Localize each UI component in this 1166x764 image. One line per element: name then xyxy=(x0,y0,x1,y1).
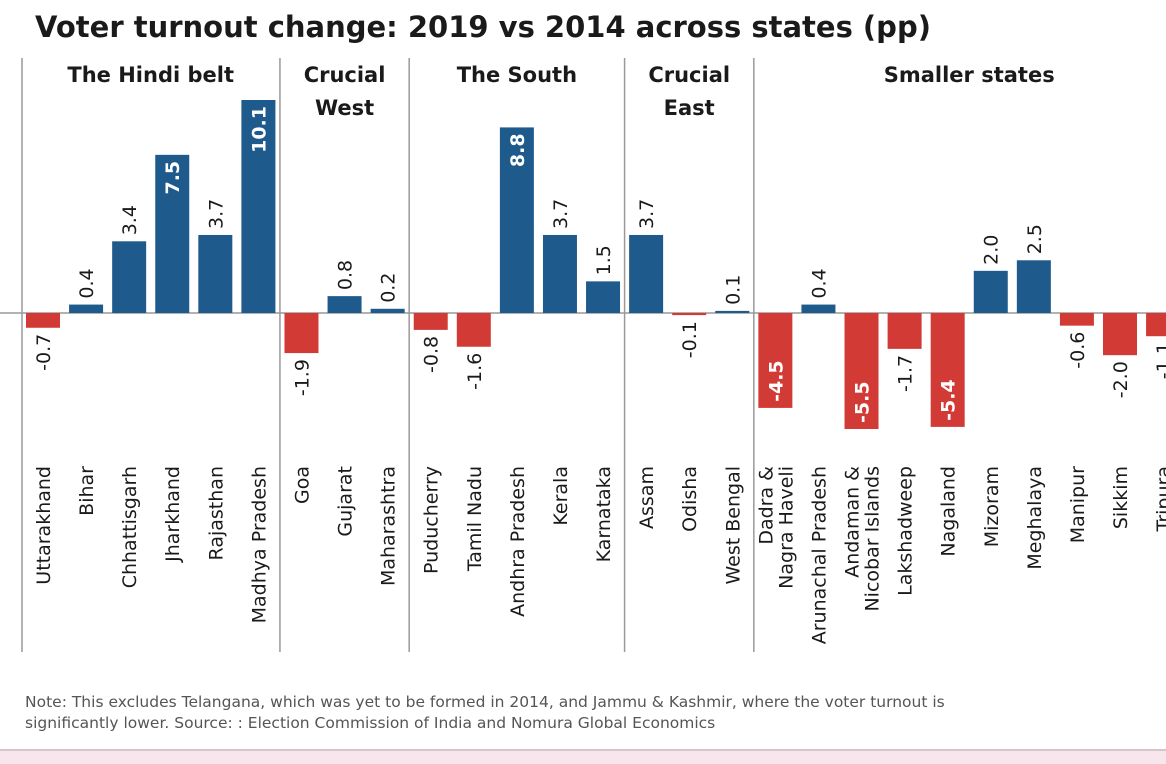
bar xyxy=(198,234,233,314)
value-label: -1.6 xyxy=(464,353,486,390)
x-tick-label: Andhra Pradesh xyxy=(507,466,529,617)
x-tick-label: Jharkhand xyxy=(162,466,184,563)
x-tick-label: Sikkim xyxy=(1110,466,1132,529)
x-tick-label: Tripura xyxy=(1153,466,1166,532)
group-label: Crucial East xyxy=(648,63,730,120)
bar xyxy=(112,241,147,314)
value-label: 0.2 xyxy=(378,273,400,303)
x-tick-label: Kerala xyxy=(550,466,572,526)
bar xyxy=(930,313,965,427)
x-tick-label: Rajasthan xyxy=(205,466,227,560)
x-tick-label: Gujarat xyxy=(335,466,357,537)
x-tick-label: Mizoram xyxy=(981,466,1003,547)
bar xyxy=(327,296,362,314)
x-tick-label: Puducherry xyxy=(421,466,443,574)
value-label: -0.1 xyxy=(679,321,701,358)
bar xyxy=(586,281,621,314)
value-label: 1.5 xyxy=(593,245,615,275)
x-tick-label: Madhya Pradesh xyxy=(248,466,270,623)
bar xyxy=(456,313,491,347)
bar xyxy=(715,310,750,314)
value-label: -2.0 xyxy=(1110,361,1132,398)
bar xyxy=(26,313,60,328)
bar xyxy=(370,308,405,314)
bar xyxy=(1103,313,1137,356)
value-label: 2.0 xyxy=(981,235,1003,265)
bar xyxy=(887,313,922,349)
bar xyxy=(499,127,534,314)
bar xyxy=(413,313,448,330)
bar xyxy=(672,313,707,316)
value-label: 3.7 xyxy=(636,199,658,229)
value-label: 3.4 xyxy=(119,205,141,235)
bar xyxy=(1016,260,1051,314)
value-label: 3.7 xyxy=(205,199,227,229)
bar xyxy=(241,100,276,314)
bar xyxy=(758,313,793,408)
value-label: 10.1 xyxy=(248,106,270,153)
value-label: -4.5 xyxy=(765,360,787,402)
value-label: 0.8 xyxy=(335,260,357,290)
chart-title: Voter turnout change: 2019 vs 2014 acros… xyxy=(35,10,931,44)
value-label: -1.1 xyxy=(1153,342,1166,379)
group-label: The Hindi belt xyxy=(67,63,234,87)
bar xyxy=(69,304,104,314)
value-label: 3.7 xyxy=(550,199,572,229)
x-tick-label: Odisha xyxy=(679,466,701,532)
footer-band xyxy=(0,750,1166,764)
x-tick-label: Uttarakhand xyxy=(33,466,55,585)
group-label: Smaller states xyxy=(884,63,1055,87)
note: Note: This excludes Telangana, which was… xyxy=(25,693,945,732)
x-tick-label: Goa xyxy=(291,466,313,504)
value-label: -5.5 xyxy=(852,381,874,423)
value-label: 8.8 xyxy=(507,133,529,167)
x-tick-label: Manipur xyxy=(1067,466,1089,543)
group-label: The South xyxy=(457,63,577,87)
bar xyxy=(801,304,836,314)
value-label: -0.6 xyxy=(1067,332,1089,369)
x-tick-label: Arunachal Pradesh xyxy=(808,466,830,644)
value-label: 7.5 xyxy=(162,161,184,195)
x-tick-label: Chhattisgarh xyxy=(119,466,141,588)
bar xyxy=(1059,313,1094,326)
value-label: 0.4 xyxy=(808,268,830,298)
value-label: -0.7 xyxy=(33,334,55,371)
x-tick-label: Dadra &Nagra Haveli xyxy=(755,466,797,589)
x-tick-label: Maharashtra xyxy=(378,466,400,586)
x-tick-label: Lakshadweep xyxy=(895,466,917,596)
bar xyxy=(284,313,319,354)
value-label: 2.5 xyxy=(1024,224,1046,254)
bar xyxy=(629,234,664,314)
x-tick-label: West Bengal xyxy=(722,466,744,585)
value-label: 0.4 xyxy=(76,268,98,298)
value-label: -0.8 xyxy=(421,336,443,373)
bar xyxy=(155,154,190,314)
bar xyxy=(1146,313,1166,337)
x-tick-label: Tamil Nadu xyxy=(464,466,486,572)
group-label: Crucial West xyxy=(304,63,386,120)
bar xyxy=(844,313,879,429)
bar xyxy=(542,234,577,314)
x-tick-label: Assam xyxy=(636,466,658,529)
value-label: 0.1 xyxy=(722,275,744,305)
x-tick-label: Karnataka xyxy=(593,466,615,562)
value-label: -1.7 xyxy=(895,355,917,392)
x-tick-label: Andaman &Nicobar Islands xyxy=(842,466,884,612)
x-tick-label: Bihar xyxy=(76,466,98,516)
value-label: -5.4 xyxy=(938,379,960,421)
bar xyxy=(973,270,1008,314)
value-label: -1.9 xyxy=(291,359,313,396)
x-tick-label: Nagaland xyxy=(938,466,960,557)
x-tick-label: Meghalaya xyxy=(1024,466,1046,570)
